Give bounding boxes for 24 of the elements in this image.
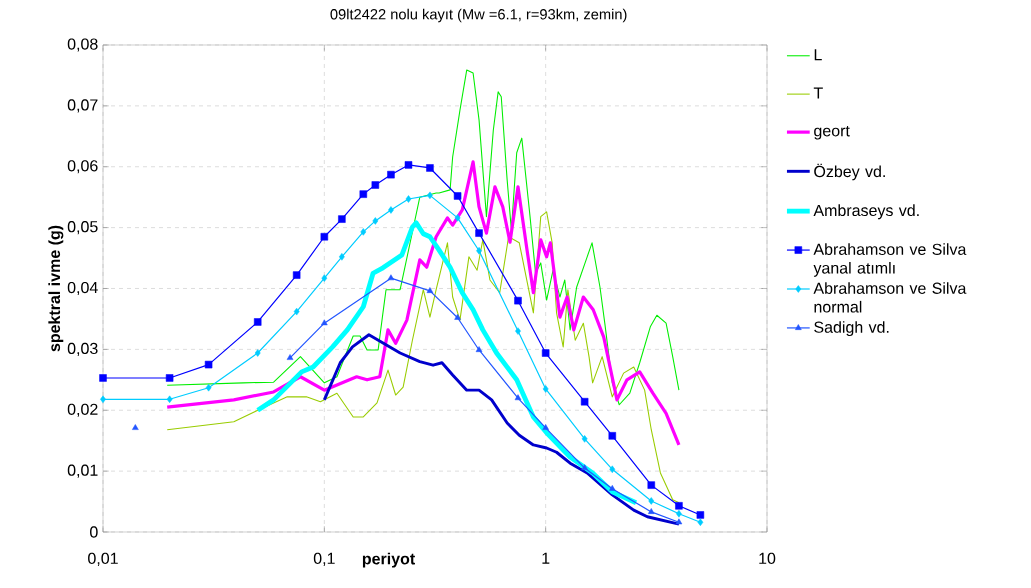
legend-label: Sadigh vd. — [814, 321, 889, 337]
y-tick-label: 0,05 — [67, 221, 98, 235]
chart-title: 09lt2422 nolu kayıt (Mw =6.1, r=93km, zemin) — [330, 8, 627, 23]
x-tick-label: 0,1 — [313, 552, 335, 566]
x-tick-label: 10 — [759, 552, 776, 565]
y-tick-label: 0,08 — [67, 38, 98, 52]
legend-label: geort — [814, 125, 850, 140]
y-tick-label: 0,01 — [67, 464, 98, 478]
y-tick-label: 0,06 — [67, 160, 98, 174]
y-tick-label: 0,02 — [67, 403, 98, 417]
legend-label: Abrahamson ve Silva normal — [813, 282, 967, 313]
y-tick-label: 0,04 — [67, 281, 98, 296]
y-axis-title: spektral ivme (g) — [48, 225, 64, 352]
y-tick-label: 0,07 — [67, 99, 98, 113]
legend-label: Abrahamson ve Silva yanal atımlı — [813, 243, 967, 277]
legend-label: L — [814, 49, 822, 61]
x-axis-title: periyot — [362, 552, 415, 568]
legend-label: Ambraseys vd. — [813, 204, 919, 220]
legend-label: Özbey vd. — [814, 163, 885, 181]
y-tick-label: 0 — [90, 526, 98, 538]
x-tick-label: 0,01 — [88, 552, 118, 566]
y-tick-label: 0,03 — [67, 342, 98, 356]
legend-label: T — [813, 87, 823, 99]
x-tick-label: 1 — [542, 552, 550, 564]
